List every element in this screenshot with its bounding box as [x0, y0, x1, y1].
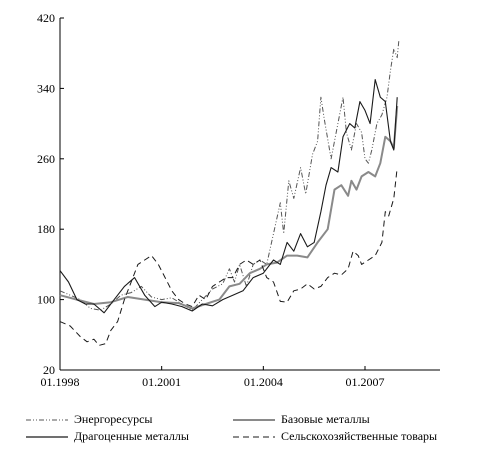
series-line-precious-metals — [59, 79, 398, 314]
y-tick-label: 100 — [37, 293, 55, 307]
x-tick-label: 01.2004 — [244, 375, 283, 389]
x-ticks: 01.1998 01.2001 01.2004 01.2007 — [41, 366, 385, 389]
y-tick-label: 260 — [37, 152, 55, 166]
series-line-base-metals — [59, 105, 399, 310]
y-tick-label: 340 — [37, 81, 55, 95]
x-tick-label: 01.2001 — [142, 375, 181, 389]
chart-axes — [59, 18, 440, 371]
x-tick-label: 01.1998 — [41, 375, 80, 389]
y-tick-label: 20 — [43, 363, 55, 377]
series-line-energy — [59, 39, 400, 311]
series-lines — [59, 39, 400, 346]
y-tick-label: 420 — [37, 11, 55, 25]
y-tick-label: 180 — [37, 222, 55, 236]
y-ticks: 20 100 180 260 340 420 — [37, 11, 64, 377]
x-tick-label: 01.2007 — [346, 375, 385, 389]
